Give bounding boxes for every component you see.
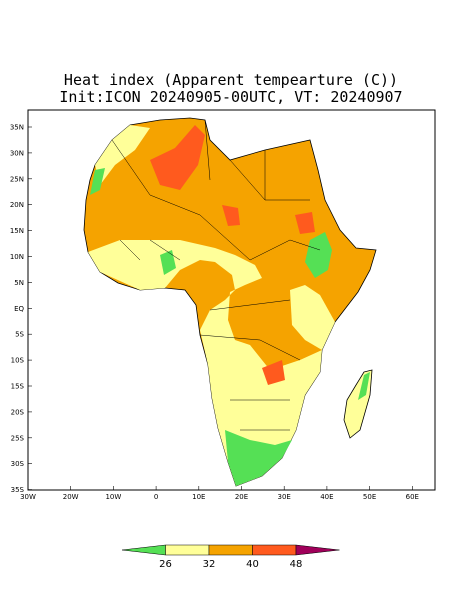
colorbar-label: 32	[203, 559, 216, 570]
lat-label: 20N	[10, 201, 24, 209]
lat-label: 15N	[10, 227, 24, 235]
borders	[111, 119, 321, 431]
yellow-east	[290, 285, 335, 350]
colorbar-segment	[208, 544, 253, 556]
lat-label: 25N	[10, 175, 24, 183]
lon-label: 30W	[20, 493, 36, 501]
lat-label: 5S	[15, 331, 24, 339]
colorbar-segment	[252, 544, 297, 556]
lat-label: EQ	[14, 305, 24, 313]
lat-label: 20S	[11, 408, 25, 416]
lon-labels: 30W 20W 10W 0 10E 20E 30E 40E 50E 60E	[20, 486, 419, 501]
lat-label: 15S	[11, 383, 25, 391]
lat-label: 10S	[11, 357, 25, 365]
lat-label: 35N	[10, 124, 24, 132]
colorbar-label: 48	[290, 559, 303, 570]
red-sahara	[150, 125, 205, 190]
lat-label: 10N	[10, 253, 24, 261]
colorbar-segment	[165, 544, 210, 556]
lon-label: 10E	[192, 493, 205, 501]
lat-label: 30S	[11, 460, 25, 468]
red-niger	[222, 205, 240, 226]
lat-label: 35S	[11, 486, 25, 494]
lat-labels: 35N 30N 25N 20N 15N 10N 5N EQ 5S 10S 15S 20S 25S 30S 3…	[10, 124, 32, 494]
lat-label: 5N	[14, 279, 24, 287]
yellow-zone	[88, 240, 322, 486]
colorbar: 26 32 40 48	[121, 544, 340, 570]
green-zone	[225, 430, 292, 486]
red-mozambique	[262, 360, 285, 385]
lon-label: 60E	[406, 493, 419, 501]
madagascar-green	[358, 372, 370, 400]
lon-label: 20W	[63, 493, 79, 501]
colorbar-label: 26	[159, 559, 172, 570]
red-sudan	[295, 212, 315, 234]
lat-label: 25S	[11, 434, 25, 442]
green-ethiopia	[305, 232, 332, 278]
lon-label: 40E	[320, 493, 333, 501]
title: Heat index (Apparent tempearture (C))	[64, 71, 398, 89]
green-westafrica	[160, 250, 176, 275]
colorbar-segment	[295, 544, 340, 556]
lon-label: 10W	[105, 493, 121, 501]
map	[27, 109, 436, 491]
lat-label: 30N	[10, 149, 24, 157]
lon-label: 20E	[235, 493, 248, 501]
subtitle: Init:ICON 20240905-00UTC, VT: 20240907	[59, 88, 402, 106]
colorbar-label: 40	[246, 559, 259, 570]
lon-label: 50E	[363, 493, 376, 501]
colorbar-segment	[121, 544, 166, 556]
green-morocco	[90, 168, 105, 195]
lon-label: 0	[154, 493, 158, 501]
lon-label: 30E	[278, 493, 291, 501]
